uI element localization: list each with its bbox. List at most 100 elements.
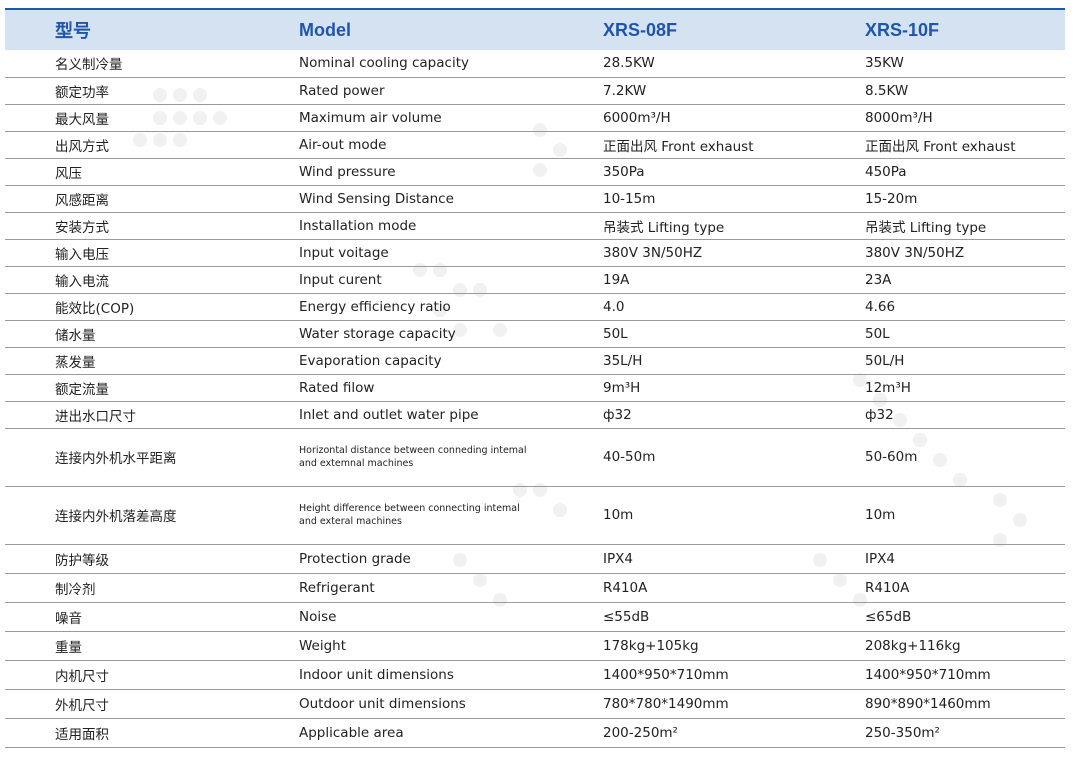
spec-label-en: Refrigerant bbox=[294, 573, 596, 603]
table-row: 外机尺寸 Outdoor unit dimensions 780*780*1490m… bbox=[5, 689, 1065, 719]
table-row: 进出水口尺寸 Inlet and outlet water pipe ф32 ф32 bbox=[5, 401, 1065, 429]
table-row: 风感距离 Wind Sensing Distance 10-15m 15-20m bbox=[5, 185, 1065, 213]
spec-value-xrs-10f: 23A bbox=[858, 266, 1065, 294]
spec-label-en: Rated power bbox=[294, 77, 596, 105]
spec-label-en: Nominal cooling capacity bbox=[294, 50, 596, 78]
spec-label-en: Energy efficiency ratio bbox=[294, 293, 596, 321]
header-model-xrs-08f: XRS-08F bbox=[603, 19, 678, 40]
spec-label-en: Input curent bbox=[294, 266, 596, 294]
spec-value-xrs-08f: ≤55dB bbox=[596, 602, 858, 632]
spec-value-xrs-08f: 1400*950*710mm bbox=[596, 660, 858, 690]
spec-value-xrs-10f: 50L/H bbox=[858, 347, 1065, 375]
spec-label-en: Weight bbox=[294, 631, 596, 661]
spec-value-xrs-10f: 12m³H bbox=[858, 374, 1065, 402]
spec-value-xrs-08f: 6000m³/H bbox=[596, 104, 858, 132]
spec-value-xrs-10f: 正面出风 Front exhaust bbox=[858, 131, 1065, 159]
table-row: 储水量 Water storage capacity 50L 50L bbox=[5, 320, 1065, 348]
spec-label-cn: 适用面积 bbox=[5, 718, 294, 748]
spec-label-cn: 重量 bbox=[5, 631, 294, 661]
spec-value-xrs-10f: 450Pa bbox=[858, 158, 1065, 186]
spec-value-xrs-08f: 吊装式 Lifting type bbox=[596, 212, 858, 240]
header-top-rule bbox=[5, 8, 1065, 10]
spec-label-cn: 额定流量 bbox=[5, 374, 294, 402]
table-row: 额定功率 Rated power 7.2KW 8.5KW bbox=[5, 77, 1065, 105]
spec-label-cn: 噪音 bbox=[5, 602, 294, 632]
table-row: 噪音 Noise ≤55dB ≤65dB bbox=[5, 602, 1065, 632]
spec-label-cn: 风感距离 bbox=[5, 185, 294, 213]
spec-value-xrs-10f: 4.66 bbox=[858, 293, 1065, 321]
spec-value-xrs-08f: 178kg+105kg bbox=[596, 631, 858, 661]
table-row: 防护等级 Protection grade IPX4 IPX4 bbox=[5, 544, 1065, 574]
spec-label-en: Installation mode bbox=[294, 212, 596, 240]
spec-label-cn: 名义制冷量 bbox=[5, 50, 294, 78]
spec-label-en: Air-out mode bbox=[294, 131, 596, 159]
spec-value-xrs-08f: 780*780*1490mm bbox=[596, 689, 858, 719]
spec-label-cn: 连接内外机落差高度 bbox=[5, 486, 294, 545]
table-header-row: 型号 Model XRS-08F XRS-10F bbox=[5, 10, 1065, 50]
spec-label-en: Indoor unit dimensions bbox=[294, 660, 596, 690]
table-row: 内机尺寸 Indoor unit dimensions 1400*950*710mm… bbox=[5, 660, 1065, 690]
spec-label-cn: 安装方式 bbox=[5, 212, 294, 240]
spec-value-xrs-10f: 250-350m² bbox=[858, 718, 1065, 748]
spec-label-en: Height difference between connecting int… bbox=[294, 486, 596, 545]
table-row: 安装方式 Installation mode 吊装式 Lifting type 吊装式… bbox=[5, 212, 1065, 240]
table-row: 适用面积 Applicable area 200-250m² 250-350m² bbox=[5, 718, 1065, 748]
table-row: 风压 Wind pressure 350Pa 450Pa bbox=[5, 158, 1065, 186]
spec-label-en: Protection grade bbox=[294, 544, 596, 574]
table-row: 名义制冷量 Nominal cooling capacity 28.5KW 35KW bbox=[5, 50, 1065, 78]
spec-value-xrs-10f: 1400*950*710mm bbox=[858, 660, 1065, 690]
table-row: 出风方式 Air-out mode 正面出风 Front exhaust 正面出风 F… bbox=[5, 131, 1065, 159]
spec-value-xrs-10f: ф32 bbox=[858, 401, 1065, 429]
table-row: 能效比(COP) Energy efficiency ratio 4.0 4.66 bbox=[5, 293, 1065, 321]
spec-value-xrs-10f: 50L bbox=[858, 320, 1065, 348]
table-row: 重量 Weight 178kg+105kg 208kg+116kg bbox=[5, 631, 1065, 661]
spec-label-en: Applicable area bbox=[294, 718, 596, 748]
spec-value-xrs-10f: IPX4 bbox=[858, 544, 1065, 574]
spec-value-xrs-08f: 19A bbox=[596, 266, 858, 294]
spec-value-xrs-08f: 7.2KW bbox=[596, 77, 858, 105]
spec-label-cn: 额定功率 bbox=[5, 77, 294, 105]
spec-value-xrs-10f: R410A bbox=[858, 573, 1065, 603]
spec-value-xrs-10f: 50-60m bbox=[858, 428, 1065, 487]
spec-label-en: Maximum air volume bbox=[294, 104, 596, 132]
spec-label-cn: 能效比(COP) bbox=[5, 293, 294, 321]
spec-value-xrs-08f: 10-15m bbox=[596, 185, 858, 213]
spec-value-xrs-08f: R410A bbox=[596, 573, 858, 603]
spec-label-en: Water storage capacity bbox=[294, 320, 596, 348]
table-row: 输入电流 Input curent 19A 23A bbox=[5, 266, 1065, 294]
spec-value-xrs-10f: 吊装式 Lifting type bbox=[858, 212, 1065, 240]
spec-label-cn: 输入电压 bbox=[5, 239, 294, 267]
spec-label-cn: 连接内外机水平距离 bbox=[5, 428, 294, 487]
table-row: 输入电压 Input voitage 380V 3N/50HZ 380V 3N/50H… bbox=[5, 239, 1065, 267]
spec-label-en: Input voitage bbox=[294, 239, 596, 267]
spec-table: 型号 Model XRS-08F XRS-10F 名义制冷量 Nominal co… bbox=[5, 10, 1065, 748]
spec-value-xrs-10f: 380V 3N/50HZ bbox=[858, 239, 1065, 267]
table-row: 连接内外机水平距离 Horizontal distance between con… bbox=[5, 428, 1065, 487]
spec-label-cn: 输入电流 bbox=[5, 266, 294, 294]
spec-label-cn: 储水量 bbox=[5, 320, 294, 348]
spec-value-xrs-08f: 200-250m² bbox=[596, 718, 858, 748]
table-row: 最大风量 Maximum air volume 6000m³/H 8000m³/H bbox=[5, 104, 1065, 132]
spec-value-xrs-08f: 28.5KW bbox=[596, 50, 858, 78]
spec-value-xrs-10f: 8.5KW bbox=[858, 77, 1065, 105]
spec-label-cn: 制冷剂 bbox=[5, 573, 294, 603]
spec-label-cn: 外机尺寸 bbox=[5, 689, 294, 719]
spec-value-xrs-08f: 40-50m bbox=[596, 428, 858, 487]
spec-label-en: Wind Sensing Distance bbox=[294, 185, 596, 213]
spec-value-xrs-10f: 15-20m bbox=[858, 185, 1065, 213]
spec-label-en: Rated filow bbox=[294, 374, 596, 402]
table-row: 额定流量 Rated filow 9m³H 12m³H bbox=[5, 374, 1065, 402]
spec-label-en: Evaporation capacity bbox=[294, 347, 596, 375]
table-row: 制冷剂 Refrigerant R410A R410A bbox=[5, 573, 1065, 603]
spec-value-xrs-08f: ф32 bbox=[596, 401, 858, 429]
spec-value-xrs-10f: 10m bbox=[858, 486, 1065, 545]
spec-value-xrs-10f: ≤65dB bbox=[858, 602, 1065, 632]
spec-value-xrs-10f: 208kg+116kg bbox=[858, 631, 1065, 661]
spec-label-en: Wind pressure bbox=[294, 158, 596, 186]
spec-value-xrs-10f: 35KW bbox=[858, 50, 1065, 78]
spec-label-cn: 出风方式 bbox=[5, 131, 294, 159]
spec-value-xrs-08f: 380V 3N/50HZ bbox=[596, 239, 858, 267]
spec-value-xrs-08f: IPX4 bbox=[596, 544, 858, 574]
spec-value-xrs-08f: 350Pa bbox=[596, 158, 858, 186]
